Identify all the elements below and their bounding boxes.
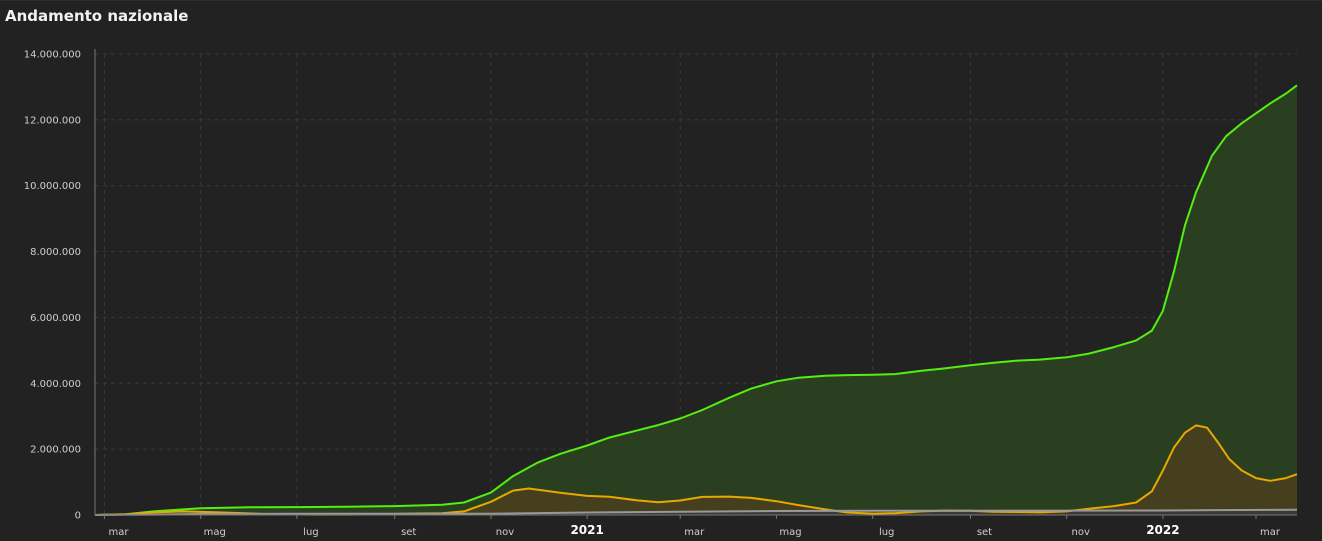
chart-title: Andamento nazionale	[5, 7, 189, 25]
series-area-1	[95, 85, 1297, 516]
axis-layer	[94, 49, 1297, 519]
series-line-1	[94, 84, 1298, 516]
x-month-label: nov	[496, 527, 514, 538]
y-tick-label: 12.000.000	[24, 115, 81, 126]
x-month-label: set	[401, 527, 416, 538]
label-layer: 0 2.000.000 4.000.000 6.000.000 8.000.000 10.…	[24, 50, 1281, 539]
area-layer	[95, 85, 1297, 516]
y-tick-label: 6.000.000	[30, 313, 81, 324]
x-month-label: mag	[204, 527, 226, 538]
y-tick-label: 4.000.000	[30, 379, 81, 390]
x-month-label: mar	[1260, 527, 1281, 538]
y-tick-label: 10.000.000	[24, 181, 81, 192]
y-tick-label: 0	[75, 511, 81, 522]
y-tick-label: 2.000.000	[30, 445, 81, 456]
line-layer	[94, 84, 1298, 516]
series-line-3	[94, 508, 1298, 516]
x-month-label: mar	[108, 527, 129, 538]
x-month-label: mag	[779, 527, 801, 538]
y-tick-label: 14.000.000	[24, 50, 81, 61]
x-year-label: 2021	[570, 523, 603, 537]
series-area-2	[95, 425, 1297, 515]
y-tick-label: 8.000.000	[30, 247, 81, 258]
x-month-label: lug	[303, 527, 318, 538]
x-month-label: set	[977, 527, 992, 538]
x-month-label: nov	[1072, 527, 1090, 538]
x-month-label: mar	[684, 527, 705, 538]
x-month-label: lug	[879, 527, 894, 538]
x-year-label: 2022	[1146, 523, 1179, 537]
